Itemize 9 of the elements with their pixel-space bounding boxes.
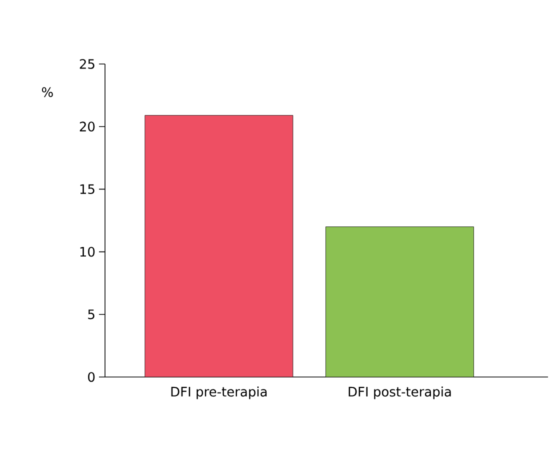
y-axis-title: % <box>42 87 53 98</box>
y-tick-label: 25 <box>80 59 94 69</box>
y-tick-label: 0 <box>88 372 95 382</box>
y-tick-label: 5 <box>88 310 94 320</box>
y-tick-label: 15 <box>80 184 94 194</box>
x-tick-label: DFI pre-terapia <box>171 386 267 400</box>
y-tick-label: 10 <box>80 246 95 257</box>
y-tick-label: 20 <box>80 122 95 132</box>
x-tick-label: DFI post-terapia <box>348 386 451 400</box>
